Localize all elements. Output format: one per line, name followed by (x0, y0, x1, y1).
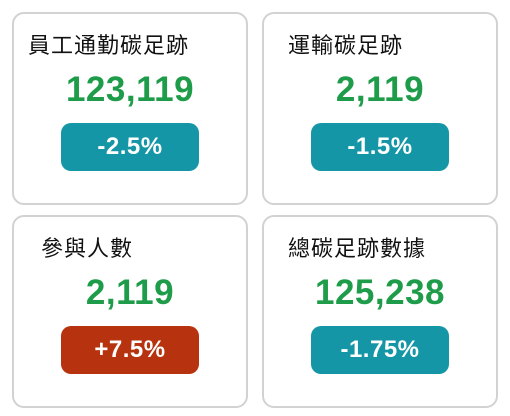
card-title: 員工通勤碳足跡 (28, 34, 190, 59)
card-title: 參與人數 (41, 237, 134, 262)
change-badge: +7.5% (61, 326, 199, 374)
card-value: 2,119 (85, 273, 175, 312)
card-title: 總碳足跡數據 (288, 237, 427, 262)
change-badge: -2.5% (61, 123, 199, 171)
card-value: 123,119 (65, 70, 195, 109)
card-title: 運輸碳足跡 (288, 34, 404, 59)
stat-card-commute-carbon: 員工通勤碳足跡 123,119 -2.5% (12, 12, 248, 205)
stat-card-participants: 參與人數 2,119 +7.5% (12, 215, 248, 408)
stat-card-total-carbon: 總碳足跡數據 125,238 -1.75% (262, 215, 498, 408)
card-value: 2,119 (335, 70, 425, 109)
card-value: 125,238 (314, 273, 446, 312)
change-badge: -1.5% (311, 123, 449, 171)
stat-card-transport-carbon: 運輸碳足跡 2,119 -1.5% (262, 12, 498, 205)
change-badge: -1.75% (311, 326, 449, 374)
